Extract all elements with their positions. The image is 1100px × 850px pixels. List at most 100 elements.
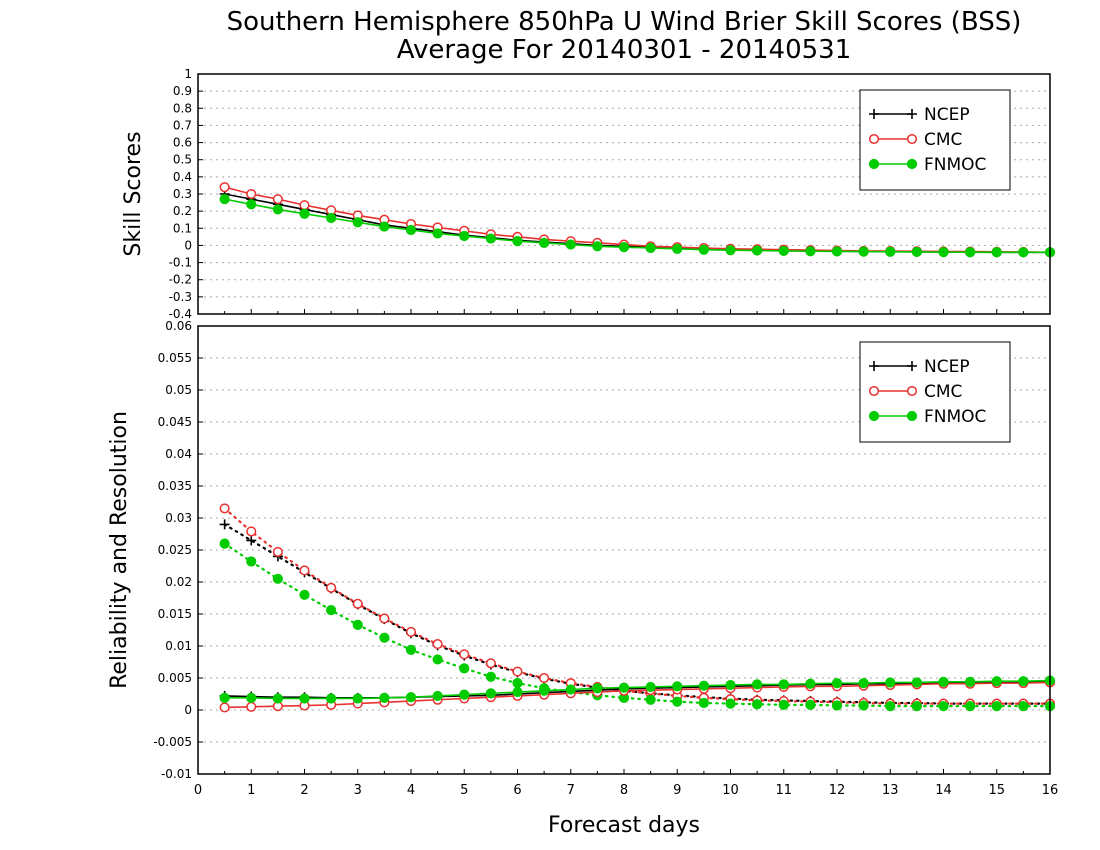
- y-tick-label: 0.01: [165, 639, 192, 653]
- legend-label-cmc: CMC: [924, 130, 962, 150]
- x-tick-label: 14: [935, 783, 952, 798]
- filled-circle-marker: [672, 243, 683, 254]
- open-circle-marker: [539, 672, 550, 684]
- filled-circle-marker: [885, 701, 896, 712]
- legend-label-fnmoc: FNMOC: [924, 155, 986, 175]
- y-tick-label: 0: [184, 238, 192, 252]
- x-tick-label: 2: [300, 783, 308, 798]
- filled-circle-marker: [885, 677, 896, 688]
- x-tick-label: 3: [354, 783, 362, 798]
- filled-circle-marker: [432, 654, 443, 665]
- x-tick-label: 8: [620, 783, 628, 798]
- filled-circle-marker: [459, 230, 470, 242]
- filled-circle-marker: [539, 237, 550, 248]
- y-tick-label: 0.035: [158, 479, 192, 493]
- y-tick-label: 0.025: [158, 543, 192, 557]
- filled-circle-marker: [326, 693, 337, 704]
- filled-circle-marker: [592, 241, 603, 252]
- x-axis-label: Forecast days: [548, 813, 700, 838]
- filled-circle-marker: [272, 693, 283, 704]
- open-circle-marker: [272, 546, 283, 557]
- filled-circle-marker: [698, 697, 709, 709]
- open-circle-marker: [246, 526, 257, 537]
- y-tick-label: 0.4: [173, 170, 192, 184]
- filled-circle-marker: [725, 698, 736, 709]
- filled-circle-marker: [991, 676, 1002, 687]
- filled-circle-marker: [459, 663, 470, 674]
- x-tick-label: 16: [1042, 783, 1059, 798]
- open-circle-marker: [379, 613, 390, 624]
- filled-circle-marker: [831, 678, 843, 689]
- filled-circle-marker: [1018, 247, 1029, 258]
- chart-title-line1: Southern Hemisphere 850hPa U Wind Brier …: [227, 7, 1022, 37]
- bottom-panel: 0.060.0550.050.0450.040.0350.030.0250.02…: [107, 319, 1058, 838]
- y-tick-label: 0.015: [158, 607, 192, 621]
- y-tick-label: 0.055: [158, 351, 192, 365]
- y-tick-label: -0.4: [169, 307, 192, 321]
- filled-circle-marker: [938, 701, 949, 712]
- y-axis-label: Skill Scores: [121, 131, 146, 256]
- filled-circle-marker: [1018, 676, 1029, 687]
- y-tick-label: 0.1: [173, 221, 192, 235]
- filled-circle-marker: [326, 605, 337, 616]
- x-tick-label: 0: [194, 783, 202, 798]
- y-tick-label: 0.02: [165, 575, 192, 589]
- y-tick-label: 0.005: [158, 671, 192, 685]
- filled-circle-marker: [618, 682, 630, 693]
- filled-circle-marker: [938, 247, 949, 258]
- filled-circle-marker: [379, 692, 390, 703]
- filled-circle-marker: [778, 679, 789, 690]
- y-tick-label: 0.3: [173, 187, 192, 201]
- filled-circle-marker: [485, 671, 496, 682]
- y-tick-label: 0.03: [165, 511, 192, 525]
- y-tick-label: 0.5: [173, 153, 192, 167]
- y-tick-label: -0.005: [153, 735, 192, 749]
- y-tick-label: 1: [184, 67, 192, 81]
- filled-circle-marker: [246, 556, 257, 567]
- filled-circle-marker: [672, 681, 683, 692]
- filled-circle-marker: [938, 676, 949, 687]
- filled-circle-marker: [565, 239, 576, 250]
- open-circle-marker: [246, 701, 257, 712]
- filled-circle-marker: [485, 233, 496, 244]
- filled-circle-marker: [991, 701, 1002, 712]
- filled-circle-marker: [272, 573, 283, 584]
- plot-frame: [197, 73, 1051, 315]
- filled-circle-marker: [725, 679, 736, 691]
- open-circle-marker: [906, 133, 918, 145]
- x-tick-label: 5: [460, 783, 468, 798]
- filled-circle-marker: [565, 684, 576, 695]
- x-tick-label: 15: [988, 783, 1005, 798]
- legend-label-cmc: CMC: [924, 382, 962, 402]
- y-tick-label: 0: [184, 703, 192, 717]
- x-tick-label: 1: [247, 783, 255, 798]
- y-axis-label: Reliability and Resolution: [107, 411, 132, 689]
- filled-circle-marker: [672, 696, 683, 707]
- filled-circle-marker: [911, 701, 922, 712]
- filled-circle-marker: [965, 676, 976, 687]
- plot-frame: [197, 325, 1051, 775]
- legend: NCEP CMC FNMOC: [859, 341, 1011, 443]
- open-circle-marker: [272, 194, 283, 205]
- series-line-ncep-dotted: [223, 523, 1052, 705]
- filled-circle-marker: [485, 688, 496, 699]
- filled-circle-marker: [592, 683, 603, 694]
- filled-circle-marker: [299, 589, 310, 600]
- filled-circle-marker: [219, 194, 230, 205]
- x-tick-label: 12: [829, 783, 846, 798]
- filled-circle-marker: [246, 692, 257, 703]
- filled-circle-marker: [752, 245, 763, 256]
- filled-circle-marker: [618, 242, 630, 253]
- open-circle-marker: [459, 649, 470, 660]
- filled-circle-marker: [805, 699, 816, 710]
- filled-circle-marker: [352, 693, 363, 704]
- open-circle-marker: [432, 639, 443, 650]
- filled-circle-marker: [906, 158, 918, 170]
- filled-circle-marker: [539, 685, 550, 696]
- filled-circle-marker: [246, 199, 257, 210]
- y-tick-label: 0.04: [165, 447, 192, 461]
- open-circle-marker: [219, 503, 230, 514]
- filled-circle-marker: [326, 212, 337, 224]
